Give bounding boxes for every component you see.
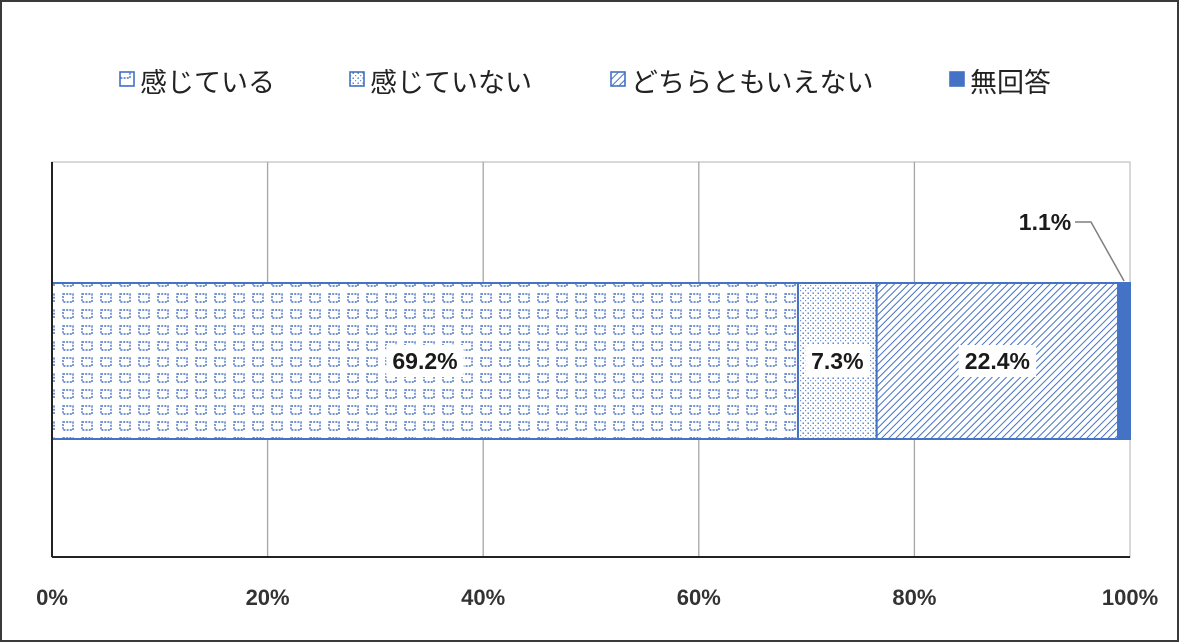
- data-label: 69.2%: [392, 348, 457, 374]
- data-label: 1.1%: [1019, 209, 1071, 235]
- legend-entry: 感じている: [140, 68, 275, 99]
- data-label: 7.3%: [811, 348, 863, 374]
- data-labels: 69.2% 7.3% 22.4% 1.1%: [386, 209, 1125, 377]
- callout-line: [1075, 221, 1125, 282]
- x-tick-label: 60%: [677, 585, 721, 610]
- plot-area: 69.2% 7.3% 22.4% 1.1%: [51, 161, 1131, 558]
- legend-swatch: [610, 71, 626, 87]
- x-tick-label: 100%: [1102, 585, 1158, 610]
- data-label: 22.4%: [965, 348, 1030, 374]
- legend-entry: どちらともいえない: [631, 68, 873, 99]
- legend-swatch: [119, 71, 135, 87]
- legend-entry: 無回答: [970, 68, 1051, 99]
- x-tick-labels: 0% 20% 40% 60% 80% 100%: [36, 585, 1158, 610]
- x-tick-label: 40%: [461, 585, 505, 610]
- legend-swatch: [949, 71, 965, 87]
- x-tick-label: 20%: [246, 585, 290, 610]
- legend-swatch: [349, 71, 365, 87]
- bar-segment: [1117, 282, 1131, 440]
- legend: 感じている 感じていない どちらともいえない 無回答: [119, 68, 1051, 99]
- data-label-background: [386, 345, 464, 377]
- x-tick-label: 0%: [36, 585, 68, 610]
- x-tick-label: 80%: [892, 585, 936, 610]
- data-label-background: [805, 345, 870, 377]
- legend-entry: 感じていない: [370, 68, 532, 99]
- data-label-background: [958, 345, 1037, 377]
